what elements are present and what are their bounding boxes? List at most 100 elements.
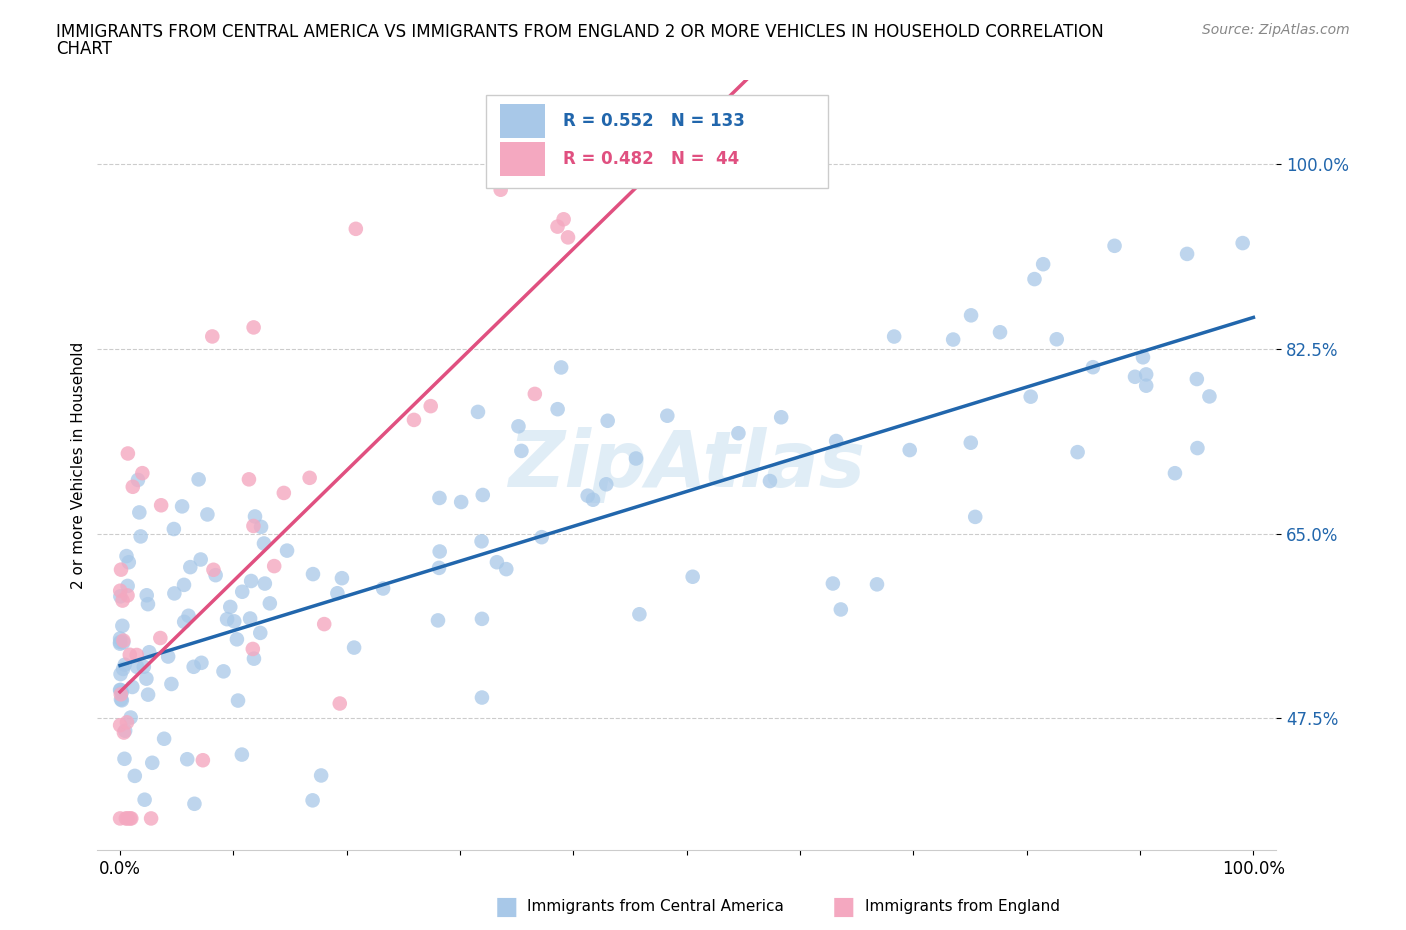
Point (253, 576, 276, 591)
Point (160, 676, 183, 691)
Point (135, 671, 157, 686)
Point (134, 792, 156, 807)
Point (115, 811, 138, 826)
Point (547, 402, 569, 417)
Point (898, 443, 921, 458)
Point (1135, 367, 1157, 382)
Point (596, 413, 619, 428)
Point (111, 684, 134, 699)
Point (557, 230, 579, 245)
Point (127, 472, 149, 487)
Point (127, 659, 149, 674)
Text: ■: ■ (832, 895, 855, 919)
Point (821, 576, 844, 591)
Point (825, 433, 848, 448)
Point (471, 487, 494, 502)
Point (163, 586, 186, 601)
Point (242, 519, 264, 534)
Point (276, 543, 298, 558)
Point (523, 387, 546, 402)
Point (191, 752, 214, 767)
Point (129, 529, 152, 544)
Point (177, 608, 200, 623)
Point (197, 507, 219, 522)
Point (485, 555, 508, 570)
Point (240, 574, 263, 589)
Point (108, 636, 131, 651)
Point (179, 560, 201, 575)
Point (450, 495, 472, 510)
Point (110, 687, 132, 702)
FancyBboxPatch shape (501, 104, 546, 138)
Point (187, 472, 209, 486)
Point (149, 631, 172, 645)
Point (576, 488, 599, 503)
Point (402, 413, 425, 428)
Point (118, 555, 141, 570)
Point (530, 530, 553, 545)
Point (215, 612, 238, 627)
Point (727, 426, 749, 441)
Point (624, 451, 647, 466)
Point (508, 418, 530, 433)
Point (243, 509, 266, 524)
Point (1081, 360, 1104, 375)
Point (108, 683, 131, 698)
Point (121, 680, 143, 695)
Text: IMMIGRANTS FROM CENTRAL AMERICA VS IMMIGRANTS FROM ENGLAND 2 OR MORE VEHICLES IN: IMMIGRANTS FROM CENTRAL AMERICA VS IMMIG… (56, 23, 1104, 41)
Point (118, 647, 141, 662)
Point (138, 644, 160, 659)
Point (136, 687, 159, 702)
Point (112, 633, 135, 648)
Text: ■: ■ (495, 895, 517, 919)
Point (243, 651, 266, 666)
Point (429, 544, 451, 559)
Point (1164, 466, 1187, 481)
Point (1024, 272, 1046, 286)
Point (190, 656, 212, 671)
Point (183, 796, 205, 811)
Point (110, 583, 132, 598)
Point (259, 596, 281, 611)
Point (132, 659, 155, 674)
FancyBboxPatch shape (486, 96, 828, 188)
Point (110, 692, 132, 707)
Point (1132, 350, 1154, 365)
Point (471, 690, 494, 705)
Point (1104, 238, 1126, 253)
Point (225, 631, 247, 646)
Point (114, 658, 136, 672)
Text: Immigrants from Central America: Immigrants from Central America (527, 899, 785, 914)
Point (135, 588, 157, 603)
Point (959, 435, 981, 450)
Point (141, 755, 163, 770)
Point (111, 618, 134, 633)
Text: R = 0.482   N =  44: R = 0.482 N = 44 (562, 151, 740, 168)
Point (112, 725, 135, 740)
Point (239, 611, 262, 626)
Point (231, 747, 253, 762)
Point (830, 602, 852, 617)
Point (212, 664, 235, 679)
FancyBboxPatch shape (501, 142, 546, 177)
Text: Source: ZipAtlas.com: Source: ZipAtlas.com (1202, 23, 1350, 37)
Point (108, 811, 131, 826)
Point (163, 522, 186, 537)
Text: ZipAtlas: ZipAtlas (508, 427, 865, 503)
Point (657, 408, 679, 423)
Point (250, 520, 273, 535)
Point (120, 811, 142, 826)
Point (110, 683, 132, 698)
Point (343, 640, 366, 655)
Point (759, 473, 782, 488)
Point (298, 471, 321, 485)
Point (866, 577, 889, 591)
Point (110, 563, 132, 578)
Point (117, 446, 139, 461)
Point (682, 569, 704, 584)
Point (1187, 441, 1209, 456)
Point (1066, 445, 1088, 459)
Point (172, 498, 194, 513)
Point (1123, 369, 1146, 384)
Point (139, 811, 162, 826)
